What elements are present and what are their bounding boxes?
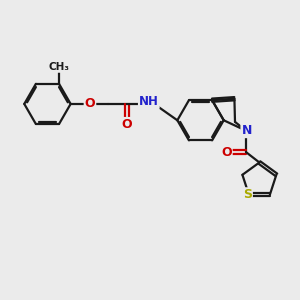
Text: NH: NH <box>139 95 159 108</box>
Text: O: O <box>221 146 232 159</box>
Text: N: N <box>242 124 252 137</box>
Text: O: O <box>85 98 95 110</box>
Text: S: S <box>243 188 252 201</box>
Text: O: O <box>122 118 132 131</box>
Text: CH₃: CH₃ <box>49 62 70 72</box>
